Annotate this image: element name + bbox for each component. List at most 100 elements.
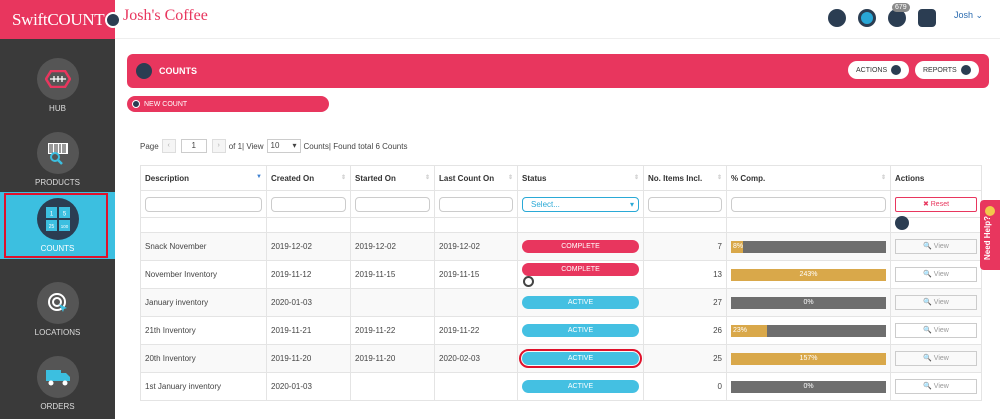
counts-grid-cell: 1 <box>49 212 53 218</box>
page-size-select[interactable]: 10 <box>266 139 301 153</box>
column-header-completion[interactable]: % Comp. ⇕ <box>726 165 891 191</box>
cell-actions: 🔍 View <box>890 372 982 401</box>
cell-description: 1st January inventory <box>140 372 267 401</box>
view-button[interactable]: 🔍 View <box>895 267 977 282</box>
tag-icon[interactable] <box>895 216 909 230</box>
sidebar-item-locations[interactable]: LOCATIONS <box>0 276 115 350</box>
filter-description-input[interactable] <box>145 196 262 212</box>
progress-fill <box>731 240 744 253</box>
notification-badge: 679 <box>892 3 910 12</box>
cell-last-count: 2020-02-03 <box>434 344 518 373</box>
cell-description: 21th Inventory <box>140 316 267 345</box>
top-bar: Josh's Coffee 679 Josh ⌄ <box>105 0 1000 39</box>
counts-label: Counts <box>303 141 329 151</box>
status-badge: COMPLETE <box>522 262 639 276</box>
prev-page-button[interactable]: ‹ <box>161 139 176 153</box>
actions-label: ACTIONS <box>856 66 888 74</box>
cell-items: 13 <box>643 260 727 289</box>
cell-started: 2019-11-15 <box>350 260 435 289</box>
cell-items: 0 <box>643 372 727 401</box>
sidebar-item-hub[interactable]: HUB <box>0 52 115 126</box>
cell-last-count: 2019-11-15 <box>434 260 518 289</box>
new-count-button[interactable]: NEW COUNT <box>127 96 329 112</box>
sidebar-item-label: LOCATIONS <box>34 328 81 337</box>
filter-items-input[interactable] <box>648 196 722 212</box>
sidebar-item-label: COUNTS <box>40 244 75 253</box>
barcode-icon <box>36 132 79 174</box>
progress-label: 157% <box>799 354 818 362</box>
cell-created: 2019-11-12 <box>266 260 351 289</box>
page-input[interactable]: 1 <box>180 139 207 153</box>
user-menu[interactable]: Josh ⌄ <box>954 10 984 20</box>
cell-completion: 0% <box>726 372 891 401</box>
filter-last-count-input[interactable] <box>439 196 513 212</box>
location-icon <box>36 282 79 324</box>
column-header-items[interactable]: No. Items Incl. ⇕ <box>643 165 727 191</box>
view-button[interactable]: 🔍 View <box>895 295 977 310</box>
sidebar-item-label: PRODUCTS <box>35 178 80 187</box>
view-button[interactable]: 🔍 View <box>895 239 977 254</box>
cell-created: 2019-12-02 <box>266 232 351 261</box>
truck-icon <box>36 356 79 398</box>
progress-bar: 157% <box>731 352 886 365</box>
next-page-button[interactable]: › <box>211 139 226 153</box>
status-badge: ACTIVE <box>522 380 639 393</box>
calendar-icon[interactable] <box>918 9 936 27</box>
filter-started-input[interactable] <box>355 196 430 212</box>
pager: Page ‹ 1 › of 1 | View 10 Counts | Found… <box>140 138 407 154</box>
column-header-last-count[interactable]: Last Count On ⇕ <box>434 165 518 191</box>
hub-icon <box>36 58 79 100</box>
progress-label: 0% <box>803 382 814 390</box>
store-icon[interactable] <box>105 12 121 28</box>
column-header-actions: Actions <box>890 165 982 191</box>
column-header-status[interactable]: Status ⇕ <box>517 165 644 191</box>
status-badge: ACTIVE <box>522 324 639 337</box>
filter-status-select[interactable]: Select... <box>522 196 639 212</box>
notifications-icon[interactable] <box>888 9 906 27</box>
cell-created: 2019-11-20 <box>266 344 351 373</box>
progress-bar: 0% <box>731 296 886 309</box>
view-button[interactable]: 🔍 View <box>895 323 977 338</box>
progress-label: 23% <box>733 326 748 334</box>
reports-button[interactable]: REPORTS <box>915 61 979 79</box>
sidebar-item-counts[interactable]: 1 5 25 100 COUNTS <box>0 192 115 259</box>
actions-button[interactable]: ACTIONS <box>848 61 910 79</box>
view-button[interactable]: 🔍 View <box>895 379 977 394</box>
reset-button[interactable]: ✖ Reset <box>895 196 977 212</box>
cell-status: ACTIVE <box>517 316 644 345</box>
filter-completion-input[interactable] <box>731 196 886 212</box>
cell-started: 2019-12-02 <box>350 232 435 261</box>
table-row: January inventory 2020-01-03 ACTIVE 27 0% 🔍 V… <box>140 288 982 317</box>
cell-completion: 23% <box>726 316 891 345</box>
filter-created-input[interactable] <box>271 196 346 212</box>
page-label: Page <box>140 141 159 151</box>
progress-bar: 0% <box>731 380 886 393</box>
table-row: November Inventory 2019-11-12 2019-11-15 20… <box>140 260 982 289</box>
brand-logo: SwiftCOUNT <box>0 0 115 39</box>
counts-grid-cell: 5 <box>62 212 66 218</box>
column-header-created[interactable]: Created On ⇕ <box>266 165 351 191</box>
cell-items: 7 <box>643 232 727 261</box>
new-count-label: NEW COUNT <box>144 100 188 108</box>
settings-icon[interactable] <box>858 9 876 27</box>
column-header-started[interactable]: Started On ⇕ <box>350 165 435 191</box>
column-header-description[interactable]: Description ▼ <box>140 165 267 191</box>
progress-bar: 243% <box>731 268 886 281</box>
need-help-tab[interactable]: Need Help? <box>980 200 1000 270</box>
progress-fill <box>731 268 886 281</box>
cell-actions: 🔍 View <box>890 288 982 317</box>
sidebar-item-orders[interactable]: ORDERS <box>0 350 115 419</box>
sort-icon: ⇕ <box>507 175 513 181</box>
sort-icon: ⇕ <box>424 175 430 181</box>
cell-description: November Inventory <box>140 260 267 289</box>
view-button[interactable]: 🔍 View <box>895 351 977 366</box>
cell-status: ACTIVE <box>517 344 644 373</box>
table-row: Snack November 2019-12-02 2019-12-02 2019-1… <box>140 232 982 261</box>
download-icon[interactable] <box>828 9 846 27</box>
reports-label: REPORTS <box>923 66 957 74</box>
sort-icon: ⇕ <box>880 175 886 181</box>
cell-status: COMPLETE <box>517 260 644 289</box>
status-badge: ACTIVE <box>519 349 642 368</box>
sidebar-item-products[interactable]: PRODUCTS <box>0 126 115 200</box>
cell-started: 2019-11-22 <box>350 316 435 345</box>
